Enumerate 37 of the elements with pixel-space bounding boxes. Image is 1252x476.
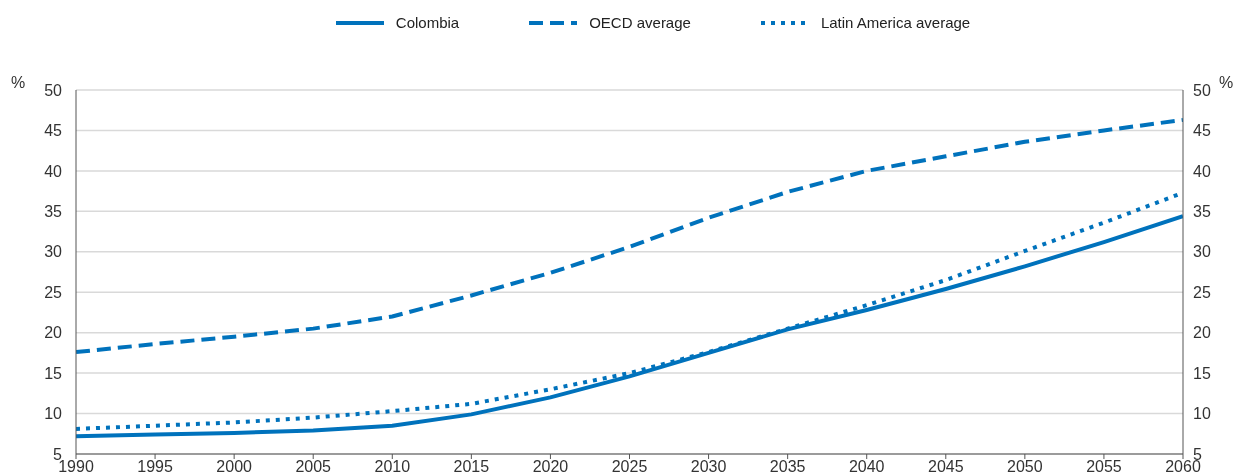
y-tick-label: 40 — [44, 162, 63, 180]
y-tick-label: 50 — [44, 81, 63, 99]
y2-tick-label: 35 — [1193, 203, 1211, 221]
legend-label: OECD average — [589, 14, 691, 31]
y2-tick-label: 50 — [1193, 81, 1211, 99]
line-series — [76, 117, 1183, 355]
y2-tick-label: 15 — [1193, 364, 1211, 382]
y-tick-label: 35 — [44, 203, 63, 221]
x-tick-label: 2035 — [769, 458, 806, 476]
y-tick-label: 10 — [44, 405, 63, 423]
x-tick-label: 2055 — [1086, 458, 1122, 476]
x-tick-label: 2020 — [532, 458, 569, 476]
x-tick-label: 2010 — [374, 458, 411, 476]
x-tick-label: 2050 — [1007, 458, 1043, 476]
y2-tick-label: 20 — [1193, 324, 1211, 342]
x-tick-label: 2045 — [927, 458, 964, 476]
x-tick-label: 2030 — [690, 458, 727, 476]
x-tick-label: 2015 — [453, 458, 490, 476]
y2-axis-title: % — [1218, 74, 1234, 91]
y2-tick-label: 30 — [1193, 243, 1211, 261]
x-tick-label: 2040 — [848, 458, 885, 476]
x-tick-label: 2000 — [216, 458, 253, 476]
y-tick-label: 15 — [44, 364, 63, 382]
x-tick-label: 2005 — [295, 458, 332, 476]
y2-tick-label: 40 — [1193, 162, 1211, 180]
x-tick-label: 2025 — [611, 458, 648, 476]
y2-tick-label: 45 — [1193, 122, 1211, 140]
y-tick-label: 25 — [44, 283, 63, 301]
legend-label: Colombia — [395, 14, 460, 31]
x-tick-label: 1995 — [137, 458, 173, 476]
y-tick-label: 30 — [44, 243, 63, 261]
y2-tick-label: 10 — [1193, 405, 1211, 423]
y-axis-title: % — [10, 74, 26, 91]
y-tick-label: 45 — [44, 122, 63, 140]
y-tick-label: 20 — [44, 324, 63, 342]
y2-tick-label: 25 — [1193, 283, 1211, 301]
legend-label: Latin America average — [820, 14, 971, 31]
